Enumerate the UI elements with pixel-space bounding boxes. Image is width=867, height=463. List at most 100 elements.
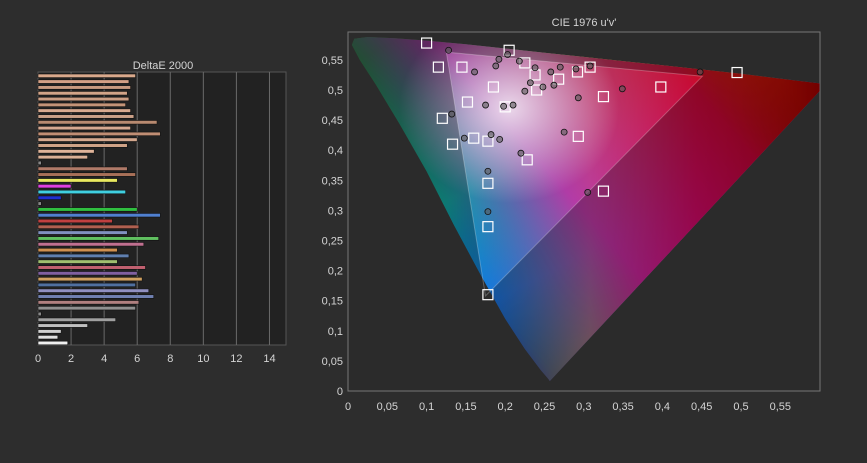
measurement-point — [471, 68, 478, 76]
cie-chart: CIE 1976 u'v' 0 0,05 0,1 0,15 0,2 0,25 0,3 0,35… — [322, 17, 821, 413]
gamut-triangle — [445, 51, 704, 297]
measurement-point — [445, 46, 453, 54]
cie-y-tick-label: 0,55 — [322, 55, 343, 67]
target-square — [655, 81, 667, 93]
deltae-tick-label: 6 — [134, 353, 140, 365]
cie-x-tick-label: 0,05 — [377, 401, 398, 413]
deltae-bar — [37, 189, 126, 195]
measurement-point — [495, 55, 503, 63]
deltae-bar — [37, 265, 146, 270]
deltae-tick-label: 14 — [263, 353, 275, 365]
deltae-bar — [37, 288, 150, 293]
cie-x-tick-label: 0,3 — [576, 401, 591, 413]
cie-y-tick-label: 0 — [337, 386, 343, 398]
deltae-bar — [37, 213, 161, 218]
measurement-point — [574, 94, 582, 102]
deltae-bar — [37, 306, 136, 311]
cie-y-tick-label: 0,5 — [328, 85, 343, 97]
deltae-bar — [37, 323, 88, 328]
cie-x-tick-label: 0,2 — [498, 401, 513, 413]
target-square — [597, 91, 610, 103]
target-square — [468, 132, 480, 144]
target-square — [432, 61, 444, 73]
deltae-bar — [37, 317, 117, 322]
deltae-tick-label: 0 — [35, 353, 41, 365]
deltae-bar — [37, 242, 145, 247]
measurement-point — [521, 87, 529, 95]
deltae-bar — [37, 259, 118, 264]
cie-x-tick-label: 0,5 — [733, 401, 748, 413]
deltae-bar — [37, 253, 130, 258]
deltae-bar — [37, 137, 138, 142]
target-square — [482, 135, 494, 147]
cie-chart-panel: CIE 1976 u'v' 0 0,05 0,1 0,15 0,2 0,25 0,3 0,35… — [300, 0, 867, 458]
cie-y-tick-label: 0,35 — [322, 175, 343, 187]
deltae-bar — [37, 271, 138, 276]
deltae-bar — [37, 276, 143, 282]
measurement-point — [560, 128, 568, 136]
deltae-bar — [37, 114, 135, 119]
deltae-bar — [37, 143, 128, 148]
target-square — [436, 112, 448, 124]
cie-x-tick-label: 0,45 — [691, 401, 712, 413]
deltae-bar — [37, 120, 158, 125]
measurement-point — [531, 64, 539, 72]
measurement-point — [500, 102, 508, 110]
measurement-point — [618, 85, 626, 93]
cie-x-tick-label: 0,1 — [419, 401, 434, 413]
measurement-point — [496, 135, 504, 143]
measurement-point — [492, 62, 500, 70]
target-square — [420, 37, 433, 49]
deltae-bar — [37, 329, 62, 334]
deltae-bar — [37, 178, 118, 183]
measurement-point — [526, 79, 534, 87]
cie-y-tick-label: 0,05 — [322, 356, 343, 368]
deltae-tick-label: 10 — [197, 353, 209, 365]
deltae-bar — [37, 282, 136, 288]
deltae-chart-title: DeltaE 2000 — [133, 60, 194, 72]
cie-x-tick-label: 0,35 — [612, 401, 633, 413]
deltae-bar — [37, 149, 95, 154]
deltae-bar — [37, 91, 128, 96]
deltae-bar — [37, 218, 113, 224]
deltae-bar — [37, 224, 140, 229]
cie-y-tick-label: 0,1 — [328, 326, 343, 338]
measurement-point — [586, 62, 594, 70]
deltae-bar — [37, 184, 72, 189]
deltae-tick-label: 8 — [167, 353, 173, 365]
cie-x-tick-label: 0,4 — [655, 401, 670, 413]
measurement-point — [547, 68, 555, 76]
deltae-bar — [37, 131, 161, 136]
deltae-bar — [37, 155, 88, 160]
deltae-bar — [37, 195, 62, 200]
target-square — [521, 154, 533, 166]
target-square — [482, 289, 494, 301]
deltae-bar — [37, 125, 131, 131]
measurement-point — [556, 63, 564, 71]
measurement-point — [584, 188, 592, 196]
target-square — [482, 177, 494, 189]
deltae-bar — [37, 160, 42, 166]
measurement-point — [509, 101, 517, 109]
target-square — [482, 221, 494, 233]
measurement-point — [484, 208, 492, 216]
deltae-bar — [37, 311, 42, 317]
deltae-bar — [37, 294, 155, 299]
deltae-tick-label: 12 — [230, 353, 242, 365]
measurement-point — [696, 68, 704, 76]
target-square — [731, 66, 743, 79]
deltae-bar — [37, 73, 136, 78]
target-square — [446, 138, 459, 150]
deltae-bar — [37, 172, 136, 177]
target-square — [597, 185, 610, 197]
target-square — [572, 130, 584, 142]
measurement-point — [482, 101, 489, 109]
measurement-point — [504, 51, 511, 58]
deltae-bar — [37, 340, 69, 346]
deltae-bar — [37, 166, 128, 171]
target-square — [553, 73, 565, 85]
cie-y-tick-label: 0,15 — [322, 296, 343, 308]
target-square — [584, 61, 596, 73]
measurement-point — [487, 131, 495, 138]
deltae-bar — [37, 236, 159, 241]
